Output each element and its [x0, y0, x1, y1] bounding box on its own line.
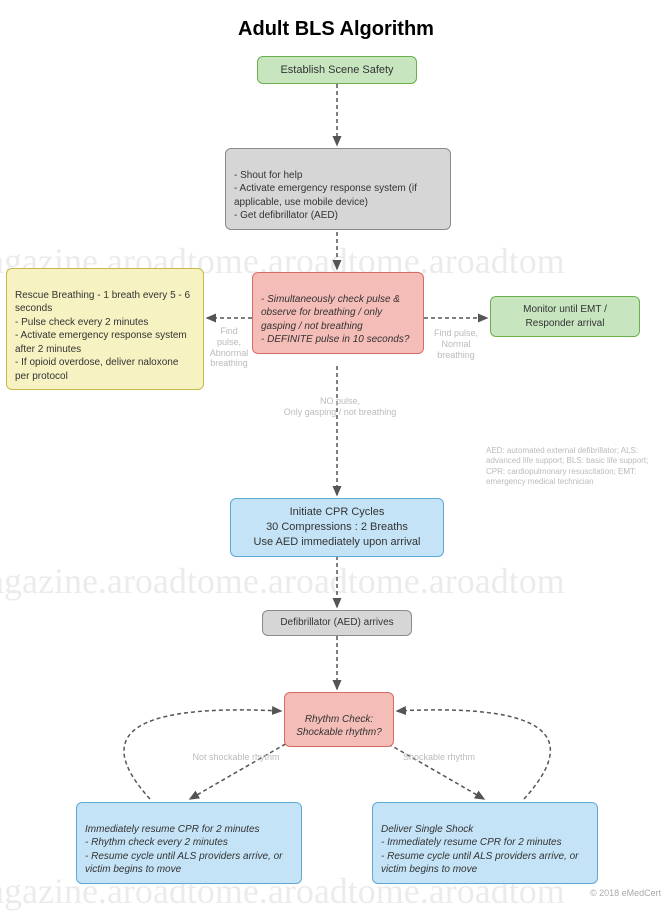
node-aed-arrives: Defibrillator (AED) arrives: [262, 610, 412, 636]
node-label: Defibrillator (AED) arrives: [280, 616, 393, 630]
legend-text: AED: automated external defibrillator; A…: [486, 446, 656, 488]
node-label: - Simultaneously check pulse & observe f…: [261, 294, 409, 346]
node-label: Deliver Single Shock - Immediately resum…: [381, 824, 578, 876]
node-rhythm-check: Rhythm Check: Shockable rhythm?: [284, 692, 394, 747]
edge-label-not-shockable: Not shockable rhythm: [186, 752, 286, 763]
copyright-footer: © 2018 eMedCert: [590, 888, 661, 898]
node-label: Establish Scene Safety: [280, 63, 393, 78]
node-label: Monitor until EMT / Responder arrival: [499, 303, 631, 330]
node-initiate-cpr: Initiate CPR Cycles 30 Compressions : 2 …: [230, 498, 444, 557]
node-shout-help: - Shout for help - Activate emergency re…: [225, 148, 451, 230]
edge-label-pulse-breathing: Find pulse, Abnormal breathing: [208, 326, 250, 369]
watermark: magazine.aroadtome.aroadtome.aroadtom: [0, 560, 565, 602]
edge-label-pulse-normal: Find pulse, Normal breathing: [426, 328, 486, 360]
node-monitor-emt: Monitor until EMT / Responder arrival: [490, 296, 640, 337]
edge-label-shockable: Shockable rhythm: [394, 752, 484, 763]
node-rescue-breathing: Rescue Breathing - 1 breath every 5 - 6 …: [6, 268, 204, 390]
node-label: Rhythm Check: Shockable rhythm?: [296, 714, 382, 739]
node-check-pulse: - Simultaneously check pulse & observe f…: [252, 272, 424, 354]
node-label: - Shout for help - Activate emergency re…: [234, 170, 417, 222]
node-resume-cpr: Immediately resume CPR for 2 minutes - R…: [76, 802, 302, 884]
edge-label-no-pulse: NO pulse, Only gasping / not breathing: [270, 396, 410, 418]
node-label: Rescue Breathing - 1 breath every 5 - 6 …: [15, 290, 190, 382]
node-single-shock: Deliver Single Shock - Immediately resum…: [372, 802, 598, 884]
node-label: Immediately resume CPR for 2 minutes - R…: [85, 824, 282, 876]
chart-title: Adult BLS Algorithm: [0, 18, 672, 41]
node-label: Initiate CPR Cycles 30 Compressions : 2 …: [254, 506, 421, 548]
node-scene-safety: Establish Scene Safety: [257, 56, 417, 84]
